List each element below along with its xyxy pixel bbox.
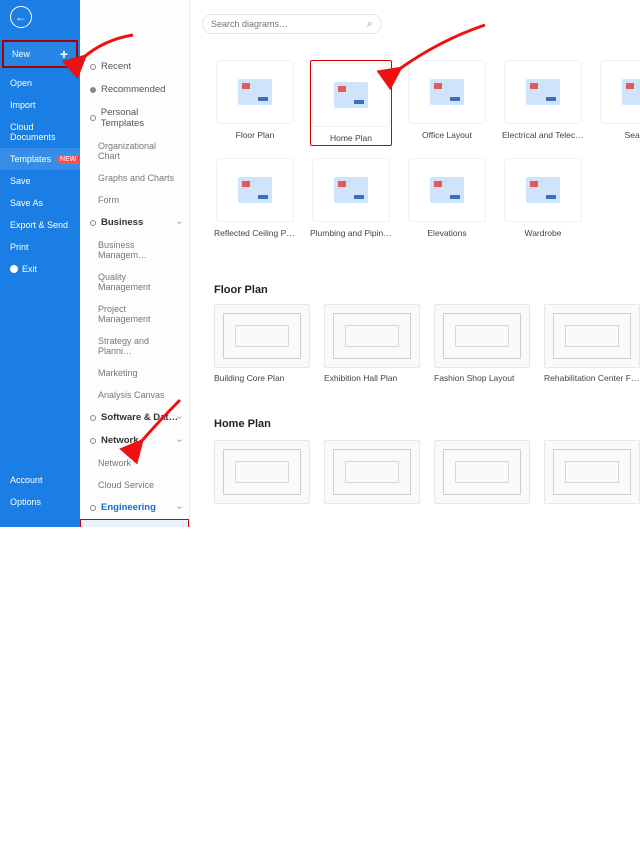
sidebar-save-as[interactable]: Save As [0, 192, 80, 214]
app-root: ← New + Open Import Cloud Documents Temp… [0, 0, 640, 527]
file-sidebar: ← New + Open Import Cloud Documents Temp… [0, 0, 80, 527]
section-home-plan: Home Plan [214, 418, 271, 430]
sidebar-options[interactable]: Options [0, 491, 80, 513]
exit-icon [10, 265, 18, 273]
section-floor-plan: Floor Plan [214, 284, 268, 296]
cat-recommended[interactable]: Recommended [80, 78, 189, 101]
sidebar-open[interactable]: Open [0, 72, 80, 94]
cat-software[interactable]: Software & Dat… [80, 406, 189, 429]
sidebar-exit[interactable]: Exit [0, 258, 80, 280]
plus-icon: + [60, 46, 68, 62]
tile-home-plan[interactable]: Home Plan [310, 60, 392, 146]
back-arrow-icon: ← [15, 11, 27, 23]
cat-quality[interactable]: Quality Management [80, 266, 189, 298]
dot-icon [90, 87, 96, 93]
plan-rehab-center[interactable]: Rehabilitation Center Floor Pl… [544, 304, 640, 383]
dot-icon [90, 220, 96, 226]
search-bar[interactable]: ⌕ [202, 14, 382, 34]
back-button[interactable]: ← [10, 6, 32, 28]
plan-exhibition-hall[interactable]: Exhibition Hall Plan [324, 304, 420, 383]
new-button[interactable]: New + [2, 40, 78, 68]
new-label: New [12, 49, 30, 59]
dot-icon [90, 438, 96, 444]
cat-personal-templates[interactable]: Personal Templates [80, 101, 189, 135]
cat-network[interactable]: Network [80, 429, 189, 452]
plan-home-1[interactable] [214, 440, 310, 509]
plan-home-4[interactable] [544, 440, 640, 509]
tile-elevations[interactable]: Elevations [406, 158, 488, 238]
cat-cloud-service[interactable]: Cloud Service [80, 474, 189, 496]
tile-wardrobe[interactable]: Wardrobe [502, 158, 584, 238]
home-plan-templates [214, 440, 640, 509]
cat-building-plan[interactable]: Building Plan [80, 519, 189, 527]
sidebar-cloud-documents[interactable]: Cloud Documents [0, 116, 80, 148]
search-icon: ⌕ [367, 18, 373, 31]
cat-form[interactable]: Form [80, 189, 189, 211]
cat-business[interactable]: Business [80, 211, 189, 234]
category-sidebar: Recent Recommended Personal Templates Or… [80, 0, 190, 527]
sidebar-templates[interactable]: Templates NEW [0, 148, 80, 170]
cat-analysis[interactable]: Analysis Canvas [80, 384, 189, 406]
cat-graphs[interactable]: Graphs and Charts [80, 167, 189, 189]
cat-strategy[interactable]: Strategy and Planni… [80, 330, 189, 362]
dot-icon [90, 505, 96, 511]
tile-reflected-ceiling[interactable]: Reflected Ceiling Plan [214, 158, 296, 238]
sidebar-save[interactable]: Save [0, 170, 80, 192]
template-tiles-row2: Reflected Ceiling Plan Plumbing and Pipi… [214, 158, 584, 238]
tile-plumbing[interactable]: Plumbing and Piping … [310, 158, 392, 238]
dot-icon [90, 415, 96, 421]
sidebar-print[interactable]: Print [0, 236, 80, 258]
sidebar-bottom: Account Options [0, 469, 80, 513]
cat-recent[interactable]: Recent [80, 55, 189, 78]
main-area: ⌕ Floor Plan Home Plan Office Layout Ele… [190, 0, 640, 527]
dot-icon [90, 64, 96, 70]
floor-plan-templates: Building Core Plan Exhibition Hall Plan … [214, 304, 640, 383]
plan-building-core[interactable]: Building Core Plan [214, 304, 310, 383]
tile-office-layout[interactable]: Office Layout [406, 60, 488, 146]
tile-floor-plan[interactable]: Floor Plan [214, 60, 296, 146]
tile-seating[interactable]: Seating [598, 60, 640, 146]
cat-org-chart[interactable]: Organizational Chart [80, 135, 189, 167]
cat-network-sub[interactable]: Network [80, 452, 189, 474]
template-tiles-row1: Floor Plan Home Plan Office Layout Elect… [214, 60, 640, 146]
sidebar-import[interactable]: Import [0, 94, 80, 116]
plan-home-2[interactable] [324, 440, 420, 509]
search-input[interactable] [211, 19, 367, 29]
cat-marketing[interactable]: Marketing [80, 362, 189, 384]
sidebar-account[interactable]: Account [0, 469, 80, 491]
sidebar-export-send[interactable]: Export & Send [0, 214, 80, 236]
plan-home-3[interactable] [434, 440, 530, 509]
cat-biz-mgmt[interactable]: Business Managem… [80, 234, 189, 266]
cat-project[interactable]: Project Management [80, 298, 189, 330]
new-badge: NEW [57, 155, 79, 164]
tile-electrical-telecom[interactable]: Electrical and Telecom… [502, 60, 584, 146]
plan-fashion-shop[interactable]: Fashion Shop Layout [434, 304, 530, 383]
dot-icon [90, 115, 96, 121]
cat-engineering[interactable]: Engineering [80, 496, 189, 519]
